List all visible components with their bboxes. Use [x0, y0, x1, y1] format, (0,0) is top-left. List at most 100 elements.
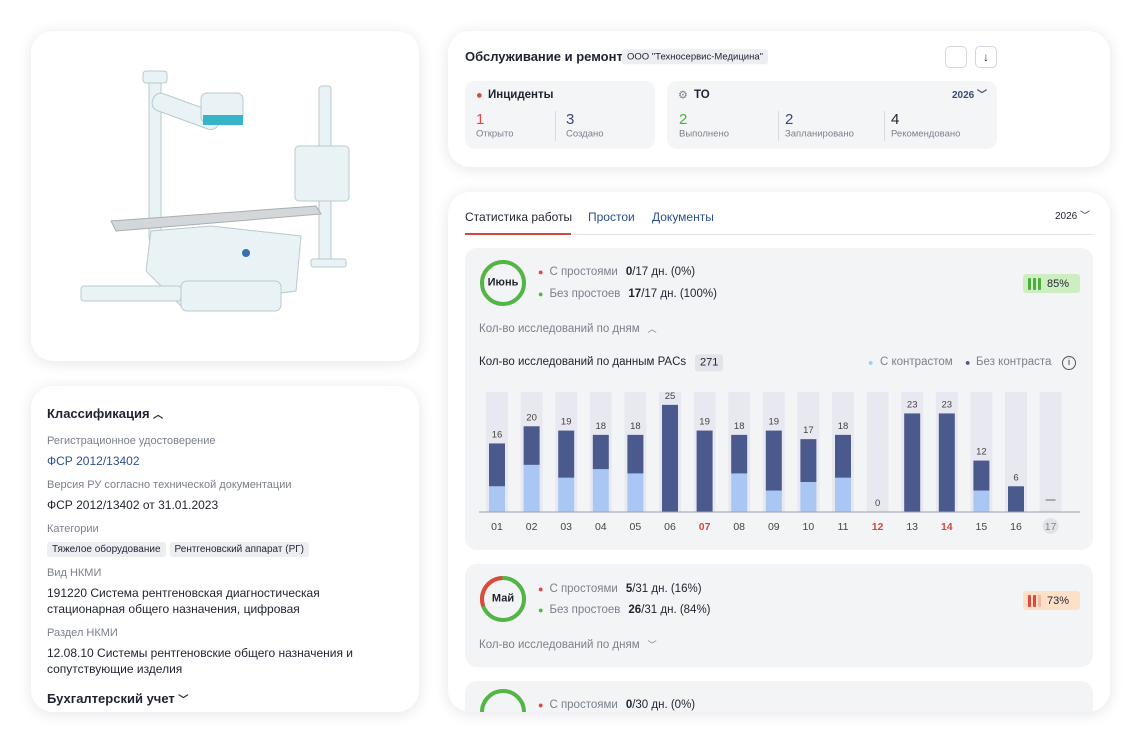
status-rest: /31 дн. (84%): [641, 604, 711, 617]
status-rest: /17 дн. (100%): [641, 288, 717, 301]
month-name: Июнь: [487, 276, 519, 289]
bar-segment: [696, 430, 713, 512]
field-value: 191220 Система рентгеновская диагностиче…: [47, 586, 320, 616]
section-header[interactable]: Классификация ︿: [47, 406, 164, 421]
bar-segment: [938, 413, 955, 512]
month-block: ● С простоями 0/30 дн. (0%): [465, 681, 1093, 712]
column-bg: [1005, 392, 1027, 512]
field-label: Версия РУ согласно технической документа…: [47, 479, 292, 491]
value-label: 0: [875, 498, 880, 509]
x-tick-label: 13: [906, 521, 918, 533]
status-row: ● С простоями 0/17 дн. (0%): [538, 266, 695, 280]
image-card: [31, 31, 419, 361]
x-tick-label: 12: [872, 521, 884, 533]
field-link[interactable]: ФСР 2012/13402: [47, 454, 140, 468]
score-icon-bar: [1033, 277, 1036, 290]
tab[interactable]: Простои: [588, 209, 635, 224]
status-days: 26: [628, 604, 642, 617]
stat-value: 3: [566, 111, 575, 128]
tags: Тяжелое оборудование Рентгеновский аппара…: [47, 541, 399, 557]
stat-value: 1: [476, 111, 485, 128]
section-title: Классификация: [47, 406, 150, 421]
value-label: 18: [734, 421, 745, 432]
value-label: 23: [907, 399, 918, 410]
score-icon: [1028, 277, 1041, 290]
company-tag: ООО "Техносервис-Медицина": [622, 49, 768, 65]
bar-segment: [904, 413, 921, 512]
tab-active[interactable]: Статистика работы: [465, 209, 573, 224]
classification-card: Классификация ︿ Регистрационное удостове…: [31, 386, 419, 712]
section-header[interactable]: Бухгалтерский учет ﹀: [47, 691, 189, 706]
statistics-card: Статистика работы Простои Документы 2026…: [448, 192, 1110, 712]
x-tick-label: 04: [595, 521, 607, 533]
bar-segment: [558, 477, 575, 512]
status-row: ● С простоями 0/30 дн. (0%): [538, 699, 695, 712]
bar-segment: [592, 434, 609, 470]
box-title: Инциденты: [488, 89, 554, 102]
tab[interactable]: Документы: [652, 209, 714, 224]
chart-title: Кол-во исследований по данным PACs: [479, 356, 687, 369]
status-dot: ●: [538, 267, 544, 278]
status-rest: /31 дн. (16%): [632, 583, 702, 596]
year-select[interactable]: 2026 ﹀: [952, 90, 988, 101]
info-icon[interactable]: i: [1062, 356, 1076, 370]
score-icon-bar: [1028, 594, 1031, 607]
year: 2026: [952, 90, 975, 101]
stat-value: 2: [785, 111, 794, 128]
fire-icon: ●: [476, 89, 483, 102]
incidents-box: ● Инциденты 1 Открыто 3 Создано: [465, 81, 655, 149]
bar-segment: [523, 426, 540, 465]
status-label: Без простоев: [549, 604, 621, 617]
value-label: 18: [838, 421, 849, 432]
month-name: Май: [491, 592, 515, 605]
bar-segment: [1008, 486, 1024, 512]
bar-segment: [489, 443, 505, 487]
score-icon: [1028, 594, 1041, 607]
status-row: ● С простоями 5/31 дн. (16%): [538, 583, 702, 597]
tabs-divider: [465, 234, 1093, 235]
legend-dot: ●: [868, 357, 874, 368]
bar-segment: [973, 460, 990, 491]
chart-toggle[interactable]: Кол-во исследований по дням ︿: [479, 323, 657, 337]
x-tick-label: 09: [768, 521, 780, 533]
status-days: 17: [628, 288, 642, 301]
status-dot: ●: [538, 584, 544, 595]
status-row: ● Без простоев 26/31 дн. (84%): [538, 604, 711, 618]
score-badge: 73%: [1023, 591, 1080, 610]
column-bg: [866, 392, 889, 512]
x-tick-label: 15: [976, 521, 988, 533]
field-label: Регистрационное удостоверение: [47, 435, 216, 447]
bar-segment: [835, 434, 851, 478]
chart-toggle[interactable]: Кол-во исследований по дням ﹀: [479, 639, 657, 653]
month-ring: [480, 260, 526, 306]
year-select[interactable]: 2026 ﹀: [1055, 211, 1091, 222]
bar-segment: [489, 486, 505, 512]
status-days: 0: [625, 699, 633, 712]
bar-segment: [662, 404, 678, 512]
x-tick-label: 14: [941, 521, 953, 533]
status-label: С простоями: [549, 266, 618, 279]
bar-chart: 1601200219031804180525061907180819091710…: [479, 391, 1080, 534]
status-dot: ●: [538, 605, 544, 616]
month-ring: [480, 576, 526, 623]
status-row: ● Без простоев 17/17 дн. (100%): [538, 288, 717, 302]
report-button[interactable]: [945, 46, 967, 68]
divider: [555, 111, 556, 141]
stat-label: Запланировано: [785, 128, 854, 140]
bar-segment: [627, 473, 644, 512]
month-ring: [480, 689, 526, 712]
stat-label: Открыто: [476, 128, 514, 140]
equipment-image: [80, 70, 350, 312]
x-tick-label: 11: [838, 521, 849, 533]
stat-label: Создано: [566, 128, 604, 140]
status-label: Без простоев: [549, 288, 621, 301]
bar-segment: [835, 477, 851, 512]
legend-label: Без контраста: [976, 356, 1052, 369]
total-badge: 271: [695, 354, 724, 372]
download-button[interactable]: ↓: [975, 46, 997, 68]
x-tick-label: 02: [526, 521, 538, 533]
status-rest: /17 дн. (0%): [632, 266, 696, 279]
card-title: Обслуживание и ремонт: [465, 49, 623, 65]
value-label: 17: [803, 425, 814, 436]
